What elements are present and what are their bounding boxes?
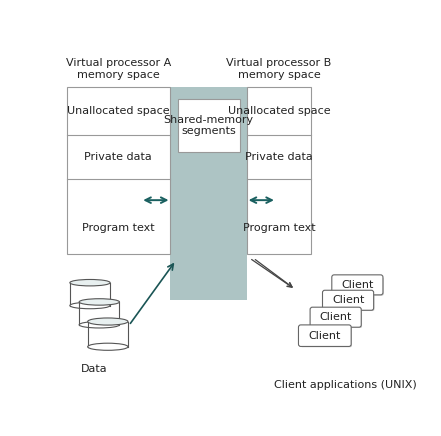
Ellipse shape xyxy=(79,321,120,328)
Text: Unallocated space: Unallocated space xyxy=(228,106,330,116)
Ellipse shape xyxy=(88,343,128,350)
Text: Client applications (UNIX): Client applications (UNIX) xyxy=(274,380,417,390)
FancyBboxPatch shape xyxy=(301,327,352,347)
Bar xyxy=(247,87,311,254)
Bar xyxy=(178,99,239,153)
Bar xyxy=(88,321,128,347)
Text: Client: Client xyxy=(341,280,374,290)
Ellipse shape xyxy=(70,302,110,309)
Ellipse shape xyxy=(88,318,128,325)
Text: Virtual processor B
memory space: Virtual processor B memory space xyxy=(227,58,332,80)
Text: Unallocated space: Unallocated space xyxy=(67,106,170,116)
Bar xyxy=(67,87,170,254)
Text: Client: Client xyxy=(319,312,352,322)
FancyBboxPatch shape xyxy=(332,275,383,295)
Bar xyxy=(247,87,311,254)
FancyBboxPatch shape xyxy=(299,325,351,347)
Ellipse shape xyxy=(70,279,110,286)
FancyBboxPatch shape xyxy=(310,307,361,327)
Bar xyxy=(79,302,120,325)
FancyBboxPatch shape xyxy=(322,290,374,310)
FancyBboxPatch shape xyxy=(312,310,362,328)
Text: Program text: Program text xyxy=(243,223,315,233)
Text: Shared-memory
segments: Shared-memory segments xyxy=(164,115,254,136)
Ellipse shape xyxy=(79,299,120,305)
Bar xyxy=(67,87,170,254)
Text: Client: Client xyxy=(332,295,364,305)
Text: Private data: Private data xyxy=(84,153,152,163)
Text: Data: Data xyxy=(81,364,107,374)
FancyBboxPatch shape xyxy=(325,293,374,311)
Text: Virtual processor A
memory space: Virtual processor A memory space xyxy=(66,58,171,80)
Text: Private data: Private data xyxy=(245,153,313,163)
Bar xyxy=(170,87,247,300)
Text: Client: Client xyxy=(309,330,341,341)
Text: Program text: Program text xyxy=(82,223,155,233)
Bar xyxy=(70,283,110,306)
FancyBboxPatch shape xyxy=(334,277,384,296)
